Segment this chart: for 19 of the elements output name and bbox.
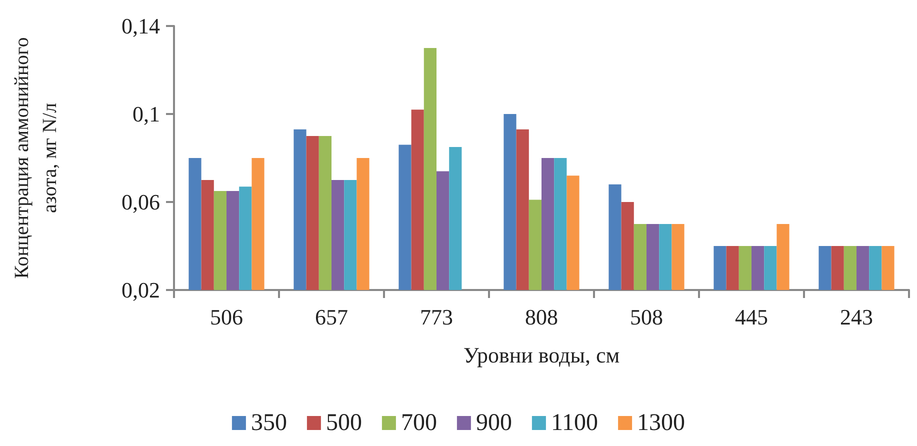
x-tick-label: 508 <box>630 304 663 330</box>
x-tick-label: 773 <box>420 304 453 330</box>
legend-label: 500 <box>326 410 362 436</box>
legend-label: 1100 <box>550 410 598 436</box>
legend-label: 350 <box>250 410 287 436</box>
x-tick-label: 808 <box>525 304 558 330</box>
x-tick-label: 243 <box>840 304 873 330</box>
y-axis-title: Концентрация аммонийного азота, мг N/л <box>11 37 61 279</box>
y-tick-label: 0,1 <box>132 102 160 126</box>
legend-label: 900 <box>476 410 512 436</box>
y-tick-label: 0,14 <box>122 14 160 38</box>
y-tick-label: 0,02 <box>122 278 160 302</box>
legend-label: 700 <box>400 410 437 436</box>
legend-label: 1300 <box>637 410 686 436</box>
x-tick-label: 506 <box>210 304 243 330</box>
y-tick-label: 0,06 <box>122 190 160 214</box>
x-tick-label: 657 <box>315 304 348 330</box>
x-tick-label: 445 <box>735 304 768 330</box>
x-axis-title: Уровни воды, см <box>463 342 620 368</box>
